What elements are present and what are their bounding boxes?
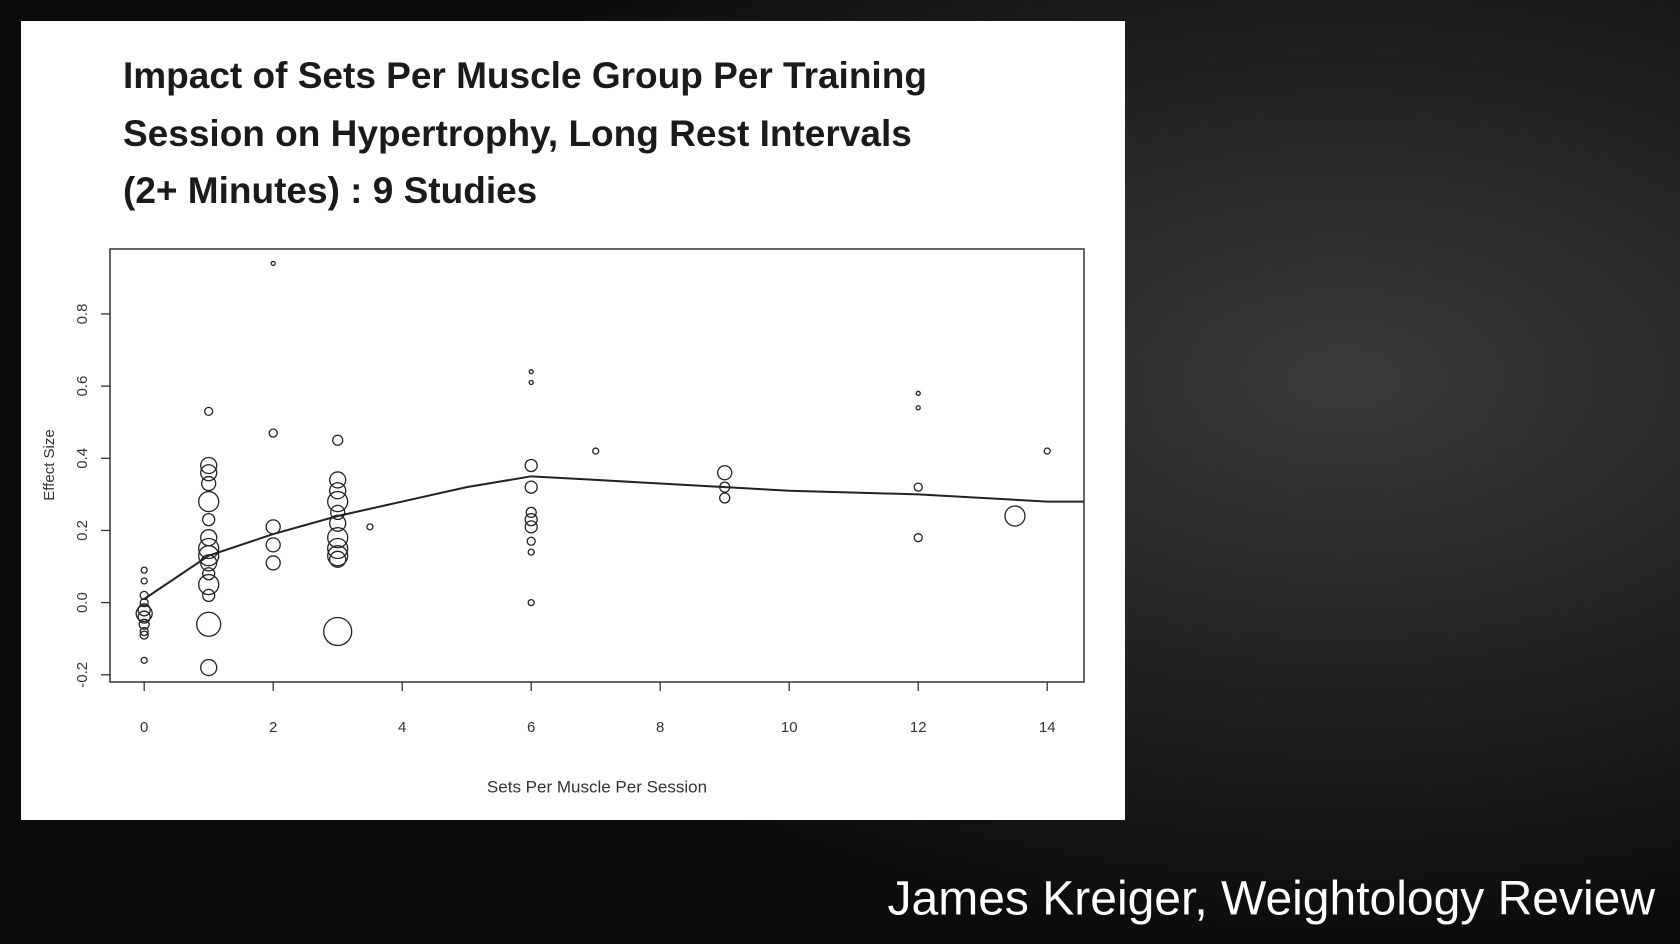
bubble [139,630,149,640]
bubble [200,456,218,475]
bubble [526,536,536,546]
bubble [528,369,534,375]
title-line: Impact of Sets Per Muscle Group Per Trai… [123,55,927,96]
x-axis-label: Sets Per Muscle Per Session [487,777,707,796]
bubble [135,604,153,623]
title-line: Session on Hypertrophy, Long Rest Interv… [123,113,912,154]
bubble [527,548,535,556]
bubble [268,428,278,438]
bubble [915,390,921,396]
y-tick-label: 0.8 [74,304,91,325]
bubble [140,566,148,574]
bubble [327,545,349,567]
bubble [265,537,281,553]
x-tick-label: 8 [656,719,664,736]
bubble [140,577,148,585]
bubble [913,533,923,543]
x-tick-label: 0 [140,719,148,736]
bubble [528,379,534,386]
x-tick-label: 10 [781,719,798,736]
bubble [270,260,276,267]
bubble [332,434,344,446]
bubble [327,527,349,549]
bubble [202,567,216,581]
bubble [524,458,538,473]
bubble [137,603,151,617]
x-tick-label: 6 [527,719,535,736]
bubble [138,618,150,630]
bubble [330,504,346,521]
bubble [323,616,353,647]
fit-line [143,475,1084,600]
bubble [139,626,149,637]
bubble [329,471,347,489]
plot-frame [109,248,1085,683]
bubble [329,482,347,500]
bubble [198,545,220,567]
bubble [200,658,218,677]
bubble [196,611,222,637]
x-tick-label: 14 [1039,719,1056,736]
bubble [524,520,538,534]
bubble [198,490,220,513]
bubble [137,610,151,624]
credit: James Kreiger, Weightology Review [888,873,1656,926]
title-line: (2+ Minutes) : 9 Studies [123,170,537,211]
bubble [1004,505,1026,527]
bubble [329,550,347,568]
bubble [202,512,216,527]
bubble [200,464,218,482]
y-tick-label: 0.4 [74,448,91,469]
y-tick-label: 0.0 [74,592,91,613]
y-tick-label: 0.6 [74,376,91,397]
x-tick-label: 4 [398,719,406,736]
bubble [327,490,349,513]
slide-panel [21,21,1125,820]
bubble [913,482,923,492]
bubble [524,512,538,527]
bubble [201,475,217,492]
bubble [525,506,537,519]
bubble [366,523,374,531]
bubble [327,537,349,560]
bubble [140,656,148,664]
bubble [198,537,220,560]
y-tick-label: -0.2 [74,662,91,688]
x-tick-label: 2 [269,719,277,736]
bubble [592,447,600,455]
y-axis-label: Effect Size [41,429,58,500]
bubble [719,492,731,504]
bubble [915,405,921,411]
bubble [198,573,220,596]
x-tick-label: 12 [910,719,927,736]
bubble [524,480,538,494]
bubble [202,588,216,603]
bubble [527,598,535,607]
bubble [1043,447,1051,455]
bubble [717,465,733,481]
y-tick-label: 0.2 [74,520,91,541]
bubble [204,406,214,417]
bubble [265,555,281,571]
